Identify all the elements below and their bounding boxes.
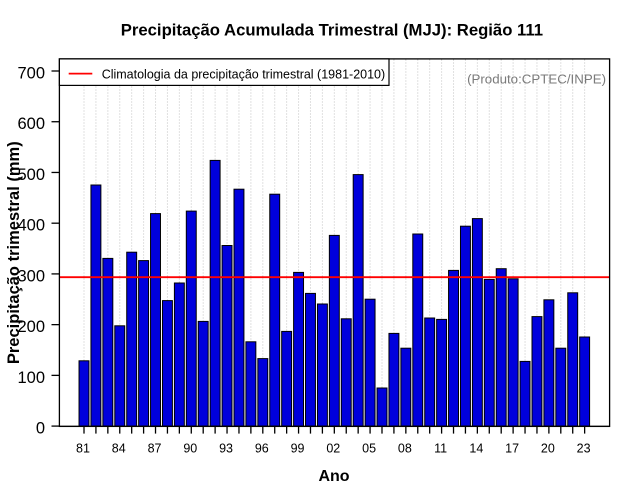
svg-text:93: 93 <box>219 441 233 455</box>
svg-text:Precipitação Acumulada Trimest: Precipitação Acumulada Trimestral (MJJ):… <box>121 20 543 39</box>
svg-text:90: 90 <box>183 441 197 455</box>
svg-text:500: 500 <box>17 166 45 184</box>
svg-text:20: 20 <box>541 441 555 455</box>
svg-text:100: 100 <box>17 369 45 387</box>
svg-text:Precipitação trimestral (mm): Precipitação trimestral (mm) <box>5 141 23 364</box>
svg-text:700: 700 <box>17 64 45 82</box>
svg-text:600: 600 <box>17 115 45 133</box>
svg-text:14: 14 <box>469 441 483 455</box>
svg-text:84: 84 <box>112 441 126 455</box>
svg-text:Ano: Ano <box>318 468 349 485</box>
svg-text:200: 200 <box>17 318 45 336</box>
svg-text:11: 11 <box>434 441 447 455</box>
svg-text:(Produto:CPTEC/INPE): (Produto:CPTEC/INPE) <box>467 71 606 86</box>
svg-text:81: 81 <box>76 441 90 455</box>
svg-text:87: 87 <box>148 441 162 455</box>
svg-text:08: 08 <box>398 441 412 455</box>
svg-text:23: 23 <box>577 441 591 455</box>
svg-text:0: 0 <box>36 420 45 438</box>
svg-text:Climatologia da precipitação t: Climatologia da precipitação trimestral … <box>102 67 385 81</box>
svg-text:17: 17 <box>505 441 519 455</box>
svg-text:02: 02 <box>326 441 340 455</box>
svg-text:05: 05 <box>362 441 376 455</box>
svg-text:96: 96 <box>255 441 269 455</box>
svg-text:400: 400 <box>17 217 45 235</box>
svg-text:99: 99 <box>291 441 305 455</box>
svg-text:300: 300 <box>17 267 45 285</box>
